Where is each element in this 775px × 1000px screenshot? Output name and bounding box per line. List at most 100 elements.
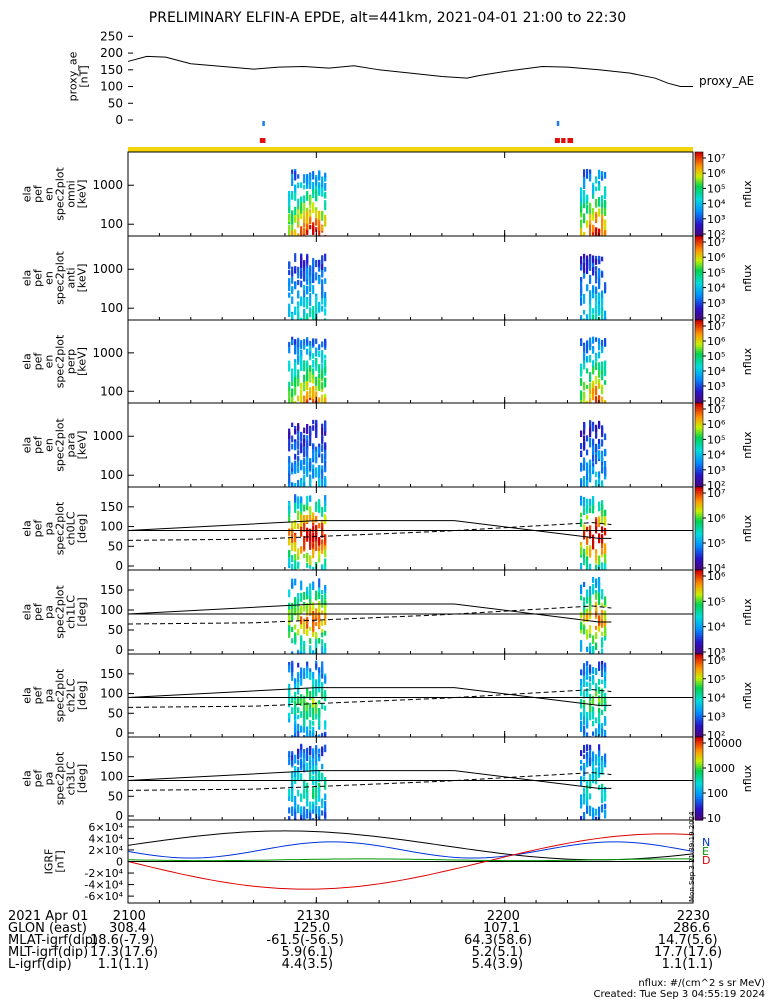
pa-panel-2-spectrogram-pixel <box>589 682 592 692</box>
pa-panel-0-spectrogram-pixel <box>312 519 315 525</box>
pa-panel-2-spectrogram-pixel <box>297 673 300 683</box>
energy-panel-2-spectrogram-pixel <box>598 363 601 371</box>
pa-panel-2-cbar-segment <box>695 666 703 670</box>
energy-panel-1-spectrogram-pixel <box>288 305 291 316</box>
energy-panel-1-spectrogram-pixel <box>291 296 294 304</box>
pa-panel-1-spectrogram-pixel <box>583 627 586 633</box>
pa-panel-1-cbar-segment <box>695 607 703 611</box>
pa-panel-1-spectrogram-pixel <box>586 589 589 598</box>
energy-panel-3-spectrogram-pixel <box>601 450 604 456</box>
energy-panel-1-spectrogram-pixel <box>294 281 297 286</box>
pa-panel-2-spectrogram-pixel <box>601 709 604 716</box>
energy-panel-3-spectrogram-pixel <box>324 421 327 432</box>
energy-panel-0-spectrogram-pixel <box>601 202 604 208</box>
pa-panel-0-spectrogram-pixel <box>303 538 306 545</box>
pa-panel-2-spectrogram-pixel <box>312 671 315 682</box>
pa-panel-3-spectrogram-pixel <box>288 807 291 814</box>
pa-panel-0-spectrogram-pixel <box>297 498 300 509</box>
energy-panel-0-spectrogram-pixel <box>589 202 592 209</box>
pa-panel-1-spectrogram-pixel <box>598 592 601 599</box>
energy-panel-3-spectrogram-pixel <box>309 468 312 473</box>
energy-panel-2-cbar-segment <box>695 378 703 381</box>
energy-panel-1-spectrogram-pixel <box>315 318 318 328</box>
pa-panel-0-spectrogram-pixel <box>604 566 607 576</box>
energy-panel-0-spectrogram-pixel <box>318 215 321 220</box>
pa-panel-1-cbar-segment <box>695 595 703 598</box>
pa-panel-2-spectrogram-pixel <box>318 684 321 693</box>
pa-panel-2-spectrogram-pixel <box>321 703 324 710</box>
pa-panel-3-spectrogram-pixel <box>589 773 592 781</box>
energy-panel-1-spectrogram-pixel <box>312 273 315 283</box>
energy-panel-3-spectrogram-pixel <box>604 472 607 480</box>
energy-panel-3-spectrogram-pixel <box>318 484 321 494</box>
pa-panel-2-cbar-ticklabel: 10⁴ <box>707 692 726 705</box>
energy-panel-3-cbar-segment <box>695 417 703 421</box>
pa-panel-0-spectrogram-pixel <box>291 542 294 551</box>
energy-panel-3-spectrogram-pixel <box>306 462 309 469</box>
pa-panel-2-cbar-segment <box>695 691 703 695</box>
pa-panel-0-spectrogram-pixel <box>583 553 586 558</box>
energy-panel-0-ylabel-line: [keV] <box>76 180 89 209</box>
energy-panel-2-spectrogram-pixel <box>604 401 607 408</box>
energy-panel-2-spectrogram-pixel <box>592 392 595 401</box>
pa-panel-3-spectrogram-pixel <box>583 793 586 804</box>
pa-panel-1-spectrogram-pixel <box>601 610 604 618</box>
pa-panel-3-spectrogram-pixel <box>580 796 583 805</box>
energy-panel-2-spectrogram-pixel <box>586 343 589 354</box>
energy-panel-0-cbar-segment <box>695 166 703 170</box>
pa-panel-1-spectrogram-pixel <box>589 601 592 610</box>
energy-panel-3-spectrogram-pixel <box>601 456 604 463</box>
energy-panel-0-spectrogram-pixel <box>312 226 315 233</box>
energy-panel-3-spectrogram-pixel <box>580 463 583 472</box>
energy-panel-2-cbar-segment <box>695 332 703 336</box>
energy-panel-0-spectrogram-pixel <box>294 217 297 223</box>
energy-panel-3-spectrogram-pixel <box>291 464 294 472</box>
pa-panel-3-spectrogram-pixel <box>315 786 318 793</box>
pa-panel-0-spectrogram-pixel <box>601 504 604 513</box>
energy-panel-2-cbar-segment <box>695 340 703 344</box>
pa-panel-0-spectrogram-pixel <box>315 515 318 523</box>
footer-row-label: GLON (east) <box>8 921 87 936</box>
pa-panel-2-spectrogram-pixel <box>312 698 315 708</box>
energy-panel-3-spectrogram-pixel <box>312 469 315 479</box>
energy-panel-0-cbar-ticklabel: 10⁵ <box>707 182 725 195</box>
energy-panel-2-spectrogram-pixel <box>595 337 598 342</box>
pa-panel-0-spectrogram-pixel <box>288 505 291 511</box>
pa-panel-1-spectrogram-pixel <box>324 584 327 590</box>
pa-panel-3-spectrogram-pixel <box>592 774 595 784</box>
energy-panel-3-spectrogram-pixel <box>294 441 297 446</box>
pa-panel-2-spectrogram-pixel <box>315 701 318 707</box>
energy-panel-0-spectrogram-pixel <box>297 182 300 189</box>
energy-panel-1-spectrogram-pixel <box>580 276 583 283</box>
pa-panel-1-spectrogram-pixel <box>598 615 601 626</box>
pa-panel-0-spectrogram-pixel <box>595 569 598 574</box>
energy-panel-1-spectrogram-pixel <box>312 306 315 312</box>
energy-panel-0-spectrogram-pixel <box>595 231 598 241</box>
energy-panel-0-spectrogram-pixel <box>312 206 315 213</box>
pa-panel-3-spectrogram-pixel <box>291 791 294 800</box>
energy-panel-2-spectrogram-pixel <box>592 383 595 389</box>
energy-panel-0-cbar-segment <box>695 202 703 206</box>
pa-panel-0-spectrogram-pixel <box>586 556 589 561</box>
energy-panel-0-spectrogram-pixel <box>291 215 294 225</box>
pa-panel-0-spectrogram-pixel <box>595 549 598 555</box>
energy-panel-2-spectrogram-pixel <box>598 370 601 378</box>
pa-panel-0-spectrogram-pixel <box>318 503 321 513</box>
energy-panel-0-spectrogram-pixel <box>306 211 309 217</box>
energy-panel-1-spectrogram-pixel <box>300 257 303 266</box>
pa-panel-2-spectrogram-pixel <box>580 712 583 720</box>
energy-panel-1-spectrogram-pixel <box>586 258 589 266</box>
pa-panel-0-spectrogram-pixel <box>592 569 595 575</box>
pa-panel-0-spectrogram-pixel <box>589 501 592 508</box>
energy-panel-0-spectrogram-pixel <box>598 208 601 217</box>
energy-panel-0-spectrogram-pixel <box>321 211 324 221</box>
pa-panel-2-spectrogram-pixel <box>598 707 601 717</box>
energy-panel-0-spectrogram-pixel <box>294 192 297 201</box>
energy-panel-1-spectrogram-pixel <box>300 260 303 268</box>
energy-panel-1-cbar-segment <box>695 286 703 290</box>
pa-panel-2-spectrogram-pixel <box>586 667 589 672</box>
pa-panel-0-spectrogram-pixel <box>306 530 309 536</box>
energy-panel-0-spectrogram-pixel <box>300 196 303 202</box>
energy-panel-3-cbar-segment <box>695 459 703 463</box>
energy-panel-0-spectrogram-pixel <box>604 172 607 179</box>
